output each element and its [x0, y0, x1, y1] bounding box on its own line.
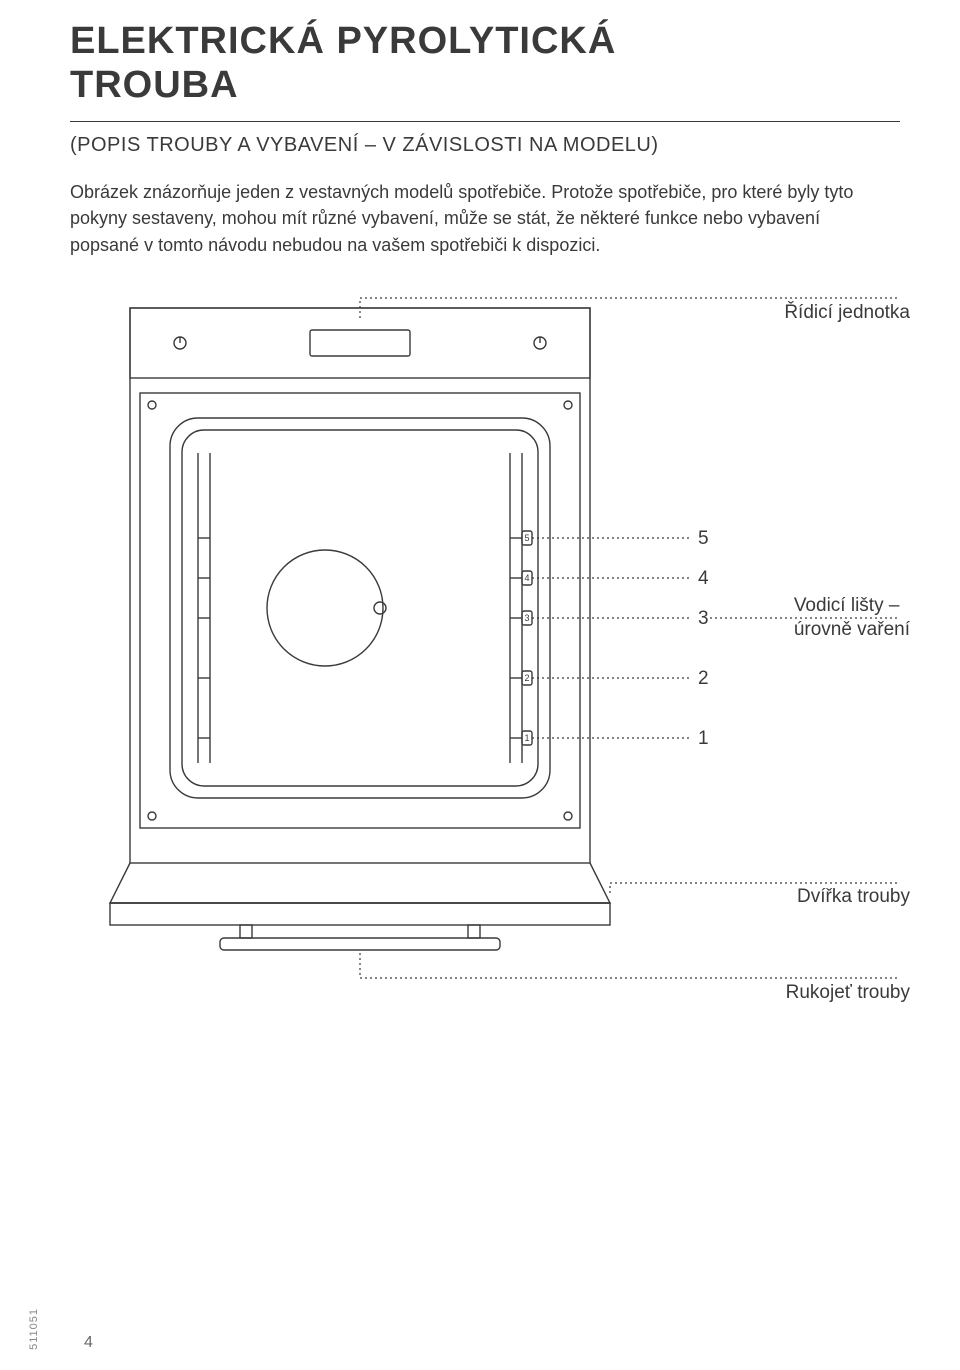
oven-svg: 5 4 3 2 1 — [70, 288, 910, 1028]
svg-text:3: 3 — [524, 613, 529, 623]
oven-diagram: 5 4 3 2 1 Řídicí jednotka 5 4 3 2 1 Vodi… — [70, 288, 910, 1028]
level-5: 5 — [698, 528, 709, 550]
title-rule — [70, 121, 900, 122]
page-number: 4 — [84, 1334, 93, 1352]
level-1: 1 — [698, 728, 709, 750]
level-2: 2 — [698, 668, 709, 690]
title-line-1: ELEKTRICKÁ PYROLYTICKÁ — [70, 20, 616, 62]
level-3: 3 — [698, 608, 709, 630]
page-title: ELEKTRICKÁ PYROLYTICKÁ TROUBA — [70, 20, 900, 107]
body-paragraph: Obrázek znázorňuje jeden z vestavných mo… — [70, 179, 890, 257]
title-line-2: TROUBA — [70, 64, 239, 106]
label-control-unit: Řídicí jednotka — [784, 302, 910, 324]
svg-text:1: 1 — [524, 733, 529, 743]
side-code: 511051 — [28, 1308, 40, 1350]
label-guides: Vodicí lišty – úrovně vaření — [794, 594, 910, 643]
label-guides-l1: Vodicí lišty – — [794, 595, 900, 616]
label-guides-l2: úrovně vaření — [794, 619, 910, 640]
label-handle: Rukojeť trouby — [786, 982, 910, 1004]
subtitle: (POPIS TROUBY A VYBAVENÍ – V ZÁVISLOSTI … — [70, 134, 900, 157]
level-4: 4 — [698, 568, 709, 590]
svg-text:4: 4 — [524, 573, 529, 583]
svg-text:5: 5 — [524, 533, 529, 543]
label-door: Dvířka trouby — [797, 886, 910, 908]
svg-text:2: 2 — [524, 673, 529, 683]
